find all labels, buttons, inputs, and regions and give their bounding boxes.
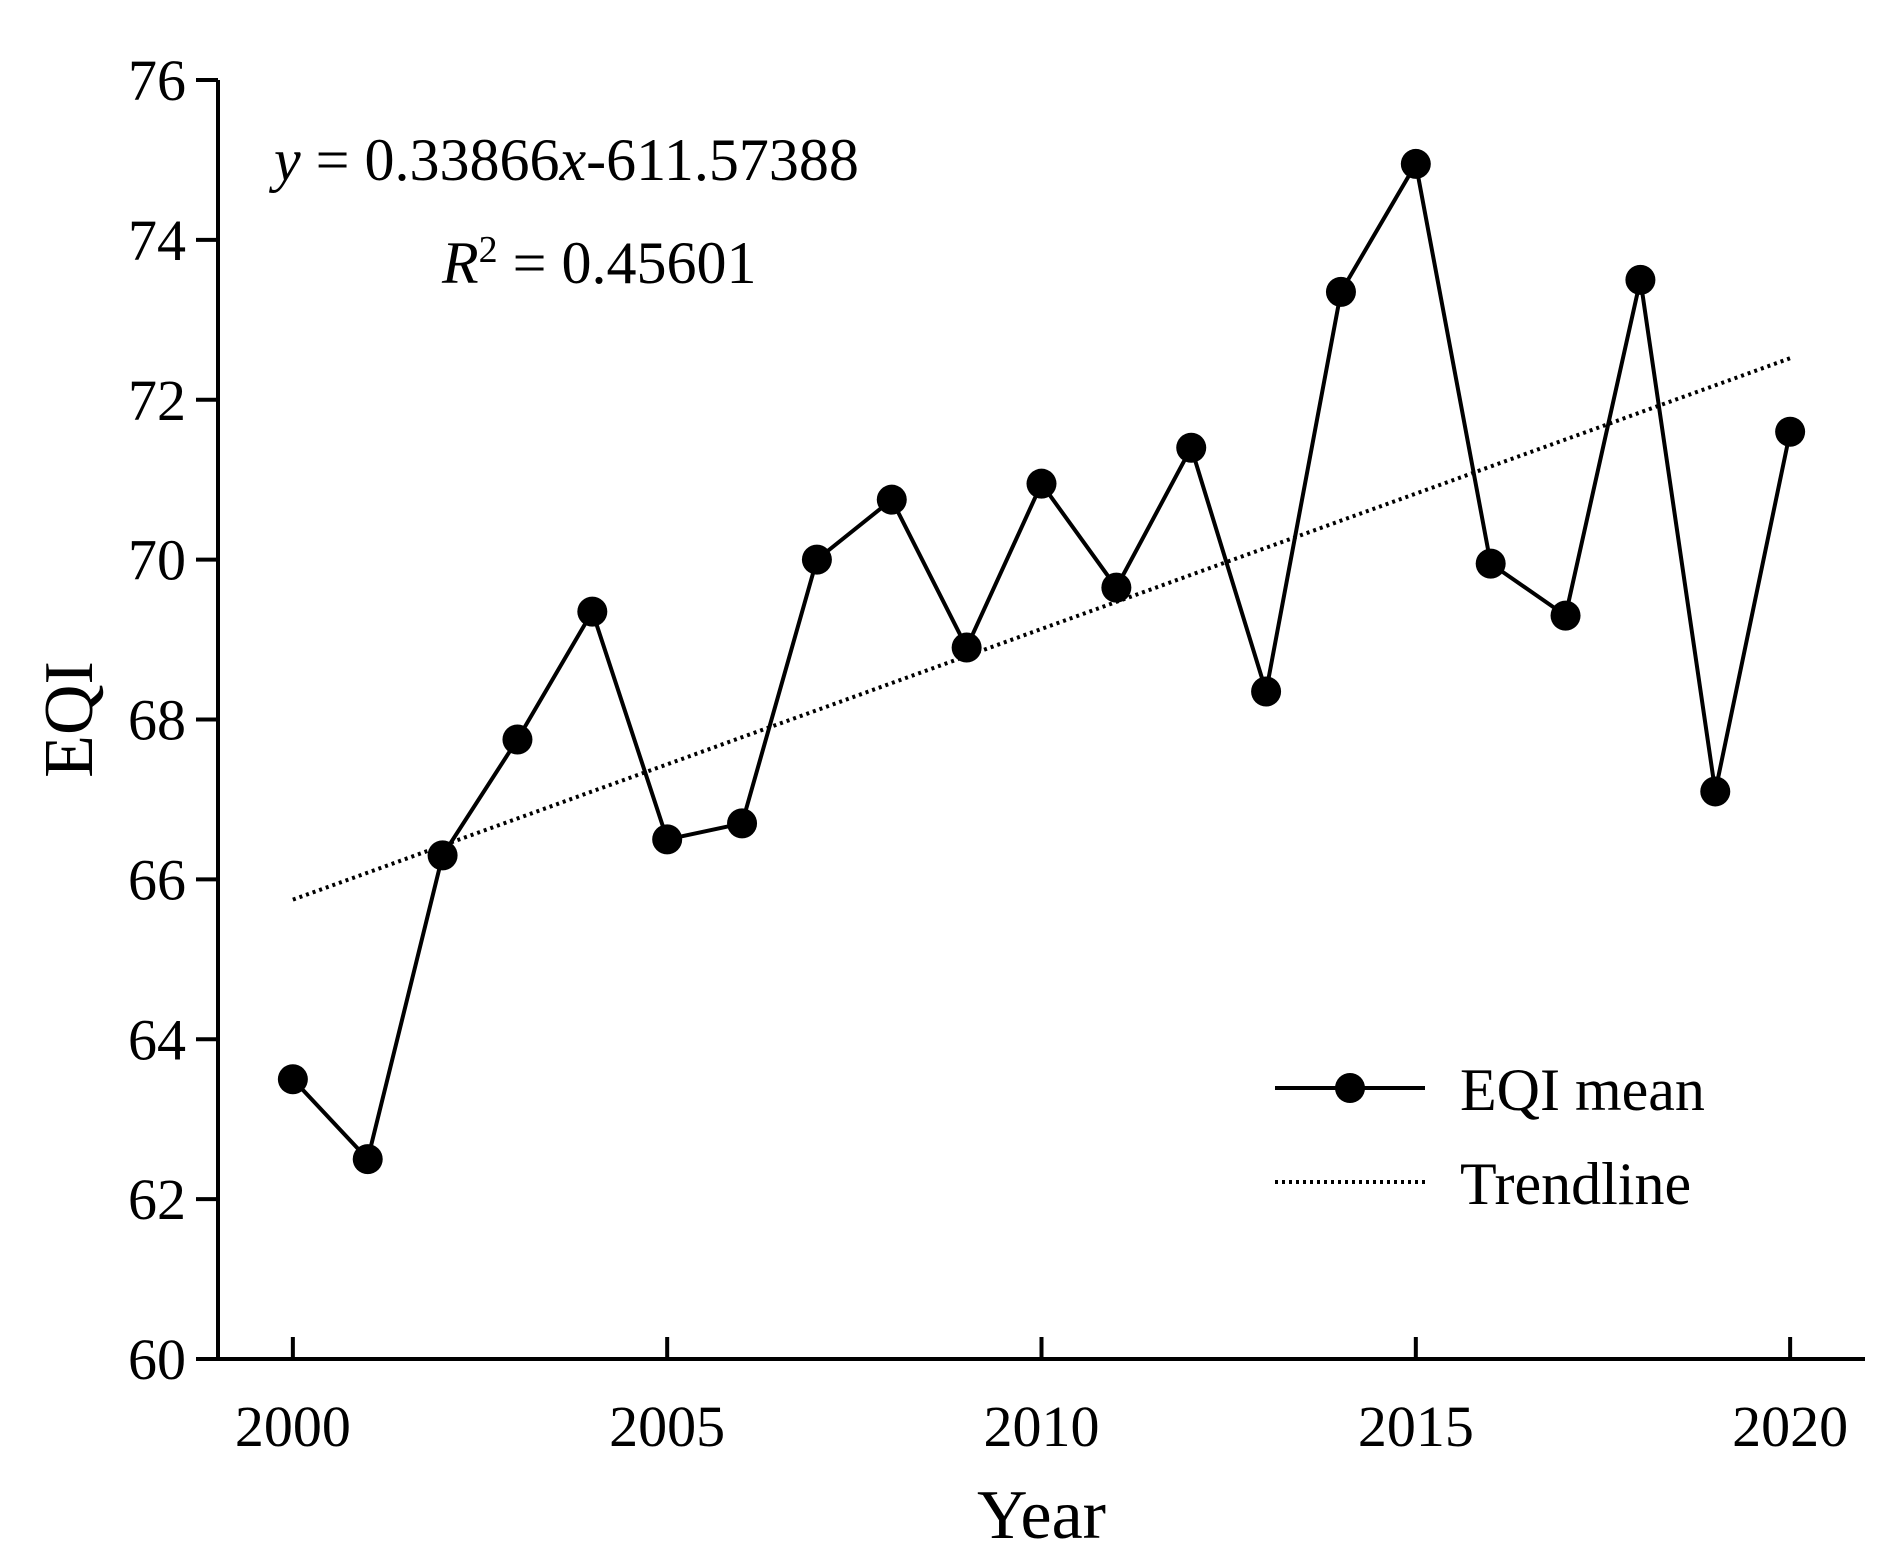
y-tick-label: 60 — [128, 1327, 186, 1392]
equation-x-symbol: x — [558, 127, 586, 193]
legend-eqi-marker — [1335, 1073, 1365, 1103]
x-axis-title: Year — [977, 1477, 1106, 1554]
eqi-mean-point — [1775, 416, 1806, 447]
equation-y-symbol: y — [268, 127, 301, 193]
y-tick-label: 68 — [128, 688, 186, 753]
x-tick-label: 2005 — [609, 1394, 725, 1459]
r2-exponent: 2 — [479, 229, 498, 271]
r2-text: R2 = 0.45601 — [441, 229, 757, 296]
legend: EQI mean Trendline — [1275, 1057, 1705, 1217]
eqi-mean-point — [951, 632, 982, 663]
eqi-mean-point — [277, 1064, 308, 1095]
regression-annotation: y = 0.33866x-611.57388 R2 = 0.45601 — [268, 127, 859, 296]
y-tick-label: 66 — [128, 847, 186, 912]
eqi-mean-point — [1550, 600, 1581, 631]
y-tick-label: 62 — [128, 1167, 186, 1232]
x-tick-label: 2020 — [1732, 1394, 1848, 1459]
eqi-mean-point — [1625, 264, 1656, 295]
eqi-mean-point — [352, 1144, 383, 1175]
equation-text: y = 0.33866x-611.57388 — [268, 127, 859, 193]
y-tick-label: 76 — [128, 48, 186, 113]
eqi-mean-point — [502, 724, 533, 755]
eqi-mean-point — [577, 596, 608, 627]
equation-slope: = 0.33866 — [301, 127, 560, 193]
r2-value: = 0.45601 — [498, 230, 757, 296]
x-tick-label: 2000 — [235, 1394, 351, 1459]
y-tick-label: 72 — [128, 368, 186, 433]
eqi-mean-point — [727, 808, 758, 839]
eqi-mean-point — [652, 824, 683, 855]
eqi-mean-point — [1400, 148, 1431, 179]
y-axis-title: EQI — [31, 661, 108, 778]
eqi-mean-point — [1026, 468, 1057, 499]
x-tick-label: 2010 — [984, 1394, 1100, 1459]
y-tick-label: 70 — [128, 528, 186, 593]
y-tick-label: 64 — [128, 1007, 186, 1072]
eqi-mean-point — [427, 840, 458, 871]
legend-trend-label: Trendline — [1460, 1151, 1691, 1217]
eqi-mean-point — [1475, 548, 1506, 579]
legend-eqi-label: EQI mean — [1460, 1057, 1705, 1123]
axes: 60 62 64 66 68 70 72 74 76 2000 2005 2010 2015 2020 Ye… — [31, 48, 1865, 1554]
equation-intercept: -611.57388 — [586, 127, 859, 193]
eqi-mean-line — [291, 158, 1793, 1164]
series-layer — [277, 148, 1806, 1175]
eqi-mean-point — [1176, 432, 1207, 463]
x-tick-label: 2015 — [1358, 1394, 1474, 1459]
y-tick-label: 74 — [128, 208, 186, 273]
eqi-mean-point — [1251, 676, 1282, 707]
eqi-mean-point — [1101, 572, 1132, 603]
eqi-mean-point — [876, 484, 907, 515]
eqi-mean-point — [801, 544, 832, 575]
r2-symbol: R — [441, 230, 479, 296]
eqi-mean-point — [1700, 776, 1731, 807]
eqi-mean-point — [1325, 276, 1356, 307]
